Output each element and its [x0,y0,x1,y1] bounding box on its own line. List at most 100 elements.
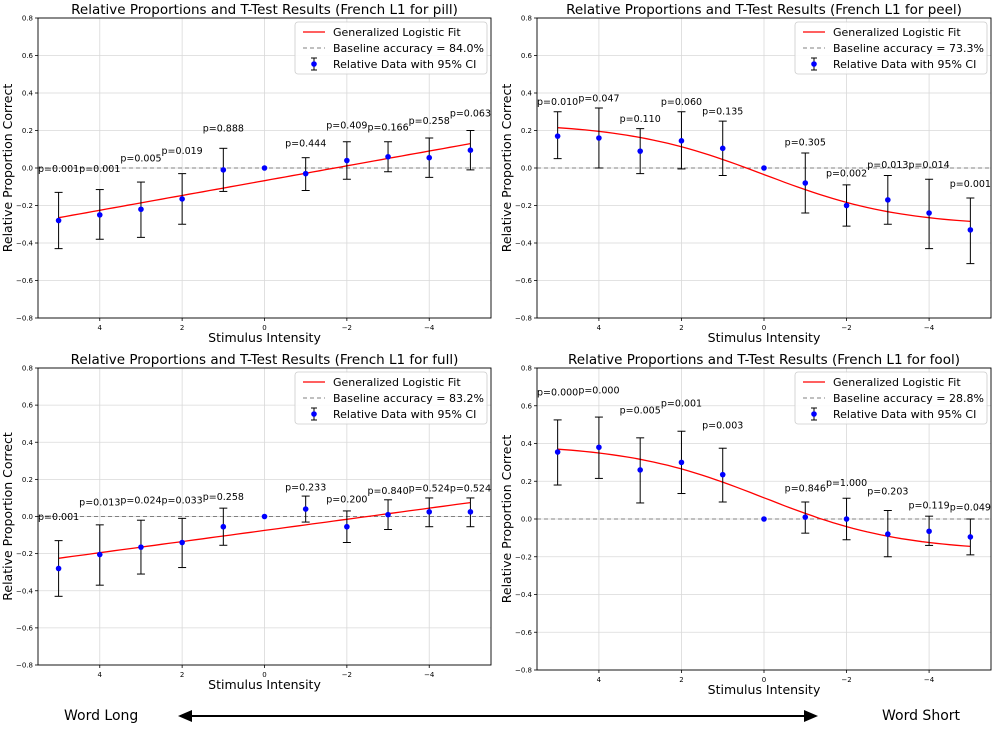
x-tick-label: −4 [924,676,935,684]
legend-point-swatch [311,411,317,417]
y-tick-label: 0.0 [521,516,532,524]
y-tick-label: 0.0 [521,165,532,173]
x-tick-label: 4 [98,671,103,679]
data-point [467,147,474,153]
data-point [96,212,103,218]
legend: Generalized Logistic Fit Baseline accurac… [294,21,488,75]
p-value-label: p=0.001 [661,399,702,410]
y-tick-label: −0.4 [515,591,533,599]
p-value-label: p=0.010 [537,97,578,108]
y-tick-label: −0.8 [515,667,532,675]
x-axis-label: Stimulus Intensity [708,330,821,345]
x-tick-label: 4 [597,324,602,332]
p-value-label: p=0.200 [326,495,367,506]
legend-box [794,21,988,75]
word-long-label: Word Long [64,708,139,724]
x-tick-label: −2 [342,324,352,332]
y-tick-label: 0.6 [22,402,34,410]
p-value-label: p=0.110 [620,114,661,125]
y-axis-label: Relative Proportion Correct [499,435,514,604]
y-tick-label: 0.0 [22,513,33,521]
legend-entry: Relative Data with 95% CI [333,408,476,421]
y-tick-label: −0.2 [16,550,33,558]
y-tick-label: −0.8 [16,315,33,323]
data-point [554,133,561,139]
p-value-label: p=0.258 [409,116,450,127]
y-tick-label: 0.6 [521,52,533,60]
x-tick-label: −2 [841,324,851,332]
y-tick-label: 0.2 [521,478,532,486]
p-value-label: p=0.014 [908,160,949,171]
x-tick-label: −2 [841,676,851,684]
p-value-label: p=0.047 [578,93,619,104]
legend-point-swatch [811,411,817,417]
y-tick-label: −0.4 [16,240,34,248]
x-tick-label: 0 [262,671,266,679]
p-value-label: p=0.888 [203,123,244,134]
chart-panel-3: 4 2 0 −2 −4 −0.8 −0.6 −0.4 −0.2 0.0 0.2 0.4 0.6 0.8 Re… [0,352,492,692]
data-point [344,157,350,164]
p-value-label: p=0.033 [162,496,203,507]
data-point [55,217,62,224]
data-point [843,516,850,522]
x-axis-label: Stimulus Intensity [708,682,821,697]
data-point [843,202,850,209]
y-tick-label: 0.8 [521,365,532,373]
y-tick-label: 0.2 [521,127,532,135]
p-value-label: p=0.203 [867,486,908,497]
y-tick-label: −0.4 [515,240,533,248]
y-tick-label: −0.6 [16,277,34,285]
chart-title: Relative Proportions and T-Test Results … [71,2,458,18]
figure: 4 2 0 −2 −4 −0.8 −0.6 −0.4 −0.2 0.0 0.2 0.4 0.6 0.8 Re… [0,2,992,697]
p-value-label: p=0.409 [326,121,367,132]
fit-curve [58,142,471,219]
data-point [885,197,891,203]
p-value-label: p=0.005 [120,153,161,164]
y-tick-label: −0.4 [16,587,34,595]
legend-point-swatch [811,61,817,67]
p-value-label: p=0.233 [285,483,326,494]
y-tick-label: −0.8 [16,662,33,670]
data-point [179,539,185,546]
y-axis-label: Relative Proportion Correct [0,432,15,601]
data-point [761,165,767,171]
data-point [967,227,974,233]
data-point [885,531,891,537]
data-point [467,509,474,515]
legend-entry: Generalized Logistic Fit [833,26,961,39]
data-point [761,516,767,522]
p-value-label: p=0.002 [826,168,867,179]
data-point [637,467,643,473]
data-point [96,551,103,558]
x-tick-label: 4 [98,324,103,332]
y-tick-label: 0.4 [521,440,533,448]
p-value-label: p=0.305 [785,138,826,149]
p-value-label: p=0.005 [620,405,661,416]
fit-curve [557,127,971,223]
x-tick-label: 2 [679,324,683,332]
x-tick-label: −4 [424,671,435,679]
data-point [385,153,391,160]
p-value-label: p=0.024 [120,496,161,507]
legend-entry: Relative Data with 95% CI [333,58,476,71]
x-axis-label: Stimulus Intensity [208,677,321,692]
p-value-label: p=0.049 [950,503,991,514]
data-point [967,534,974,540]
legend-entry: Generalized Logistic Fit [333,26,461,39]
legend: Generalized Logistic Fit Baseline accurac… [794,371,988,425]
p-value-label: p=0.840 [367,486,408,497]
chart-panel-4: 4 2 0 −2 −4 −0.8 −0.6 −0.4 −0.2 0.0 0.2 0.4 0.6 0.8 Re… [499,352,992,697]
legend-entry: Baseline accuracy = 84.0% [333,42,484,55]
data-point [596,444,602,451]
legend-box [794,371,988,425]
data-point [261,513,268,520]
data-point [926,210,932,216]
data-point [678,459,685,466]
legend-box [294,21,488,75]
legend-entry: Generalized Logistic Fit [833,376,961,389]
y-tick-label: 0.8 [521,15,532,23]
data-point [55,565,62,572]
x-tick-label: 2 [180,671,184,679]
legend-entry: Baseline accuracy = 83.2% [333,392,484,405]
chart-panel-2: 4 2 0 −2 −4 −0.8 −0.6 −0.4 −0.2 0.0 0.2 0.4 0.6 0.8 Re… [499,2,992,345]
